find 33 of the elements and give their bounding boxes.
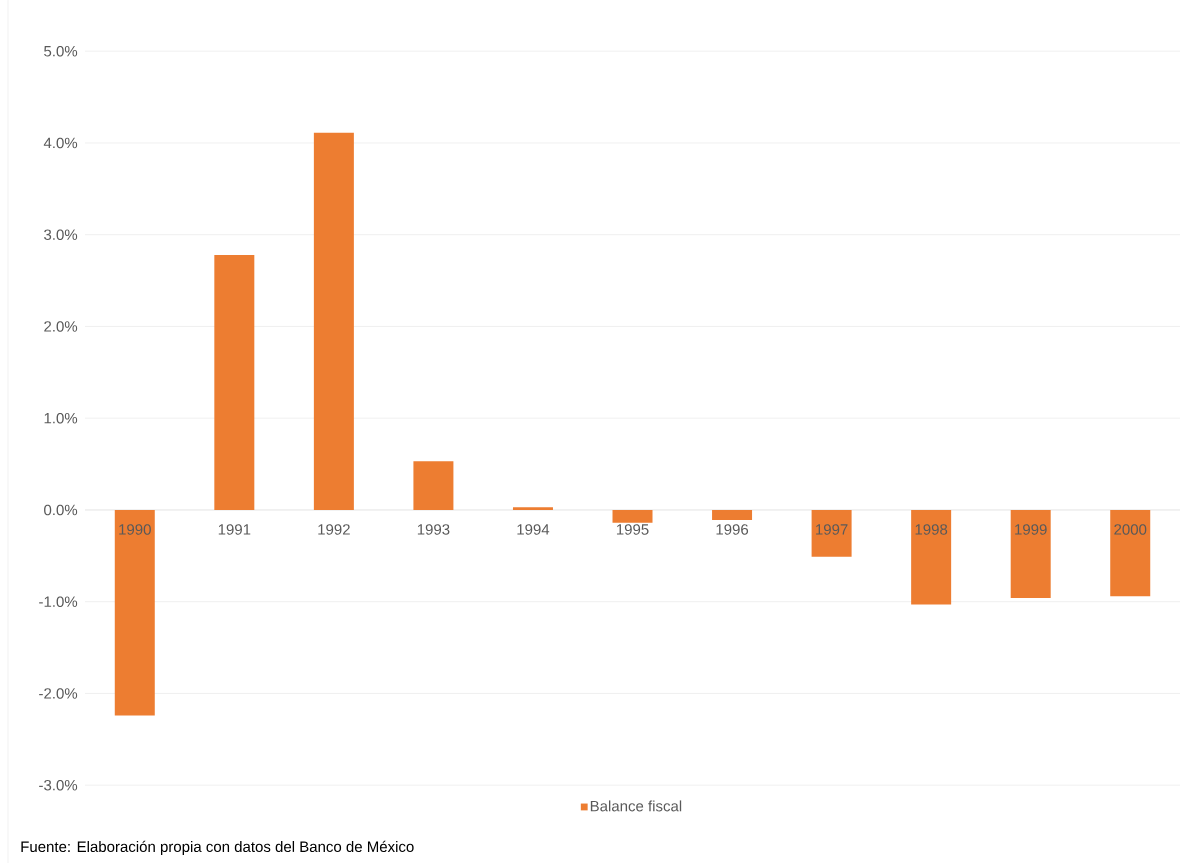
x-tick-label: 1998: [915, 523, 948, 535]
source-note: Fuente: Elaboración propia con datos del Banco de México: [21, 840, 414, 855]
y-tick-label: 1.0%: [44, 412, 78, 424]
y-tick-label: -1.0%: [39, 596, 78, 607]
bar: [811, 509, 852, 557]
bar: [1110, 509, 1151, 596]
bar: [214, 254, 255, 510]
legend-label: Balance fiscal: [590, 800, 682, 812]
bar: [1010, 509, 1051, 598]
bar: [313, 132, 354, 510]
x-tick-label: 1991: [218, 523, 251, 535]
x-tick-label: 1994: [517, 523, 550, 535]
bar: [911, 509, 952, 605]
y-tick-label: 2.0%: [44, 320, 78, 332]
x-tick-label: 2000: [1114, 523, 1147, 535]
x-tick-label: 1996: [716, 523, 749, 535]
y-tick-label: 4.0%: [43, 137, 78, 149]
x-tick-label: 1993: [417, 523, 450, 535]
x-tick-label: 1990: [119, 523, 151, 535]
y-tick-label: -3.0%: [39, 779, 78, 791]
x-tick-label: 1995: [616, 523, 649, 535]
bar: [612, 509, 653, 523]
y-tick-label: 5.0%: [44, 45, 78, 57]
bar: [114, 509, 155, 716]
x-tick-label: 1999: [1015, 523, 1047, 535]
y-tick-label: -2.0%: [39, 687, 78, 699]
y-tick-label: 0.0%: [44, 504, 78, 516]
y-tick-label: 3.0%: [44, 229, 78, 240]
bar: [712, 509, 753, 520]
bar: [413, 461, 454, 510]
x-tick-label: 1997: [816, 523, 848, 535]
bar: [512, 507, 553, 510]
x-tick-label: 1992: [318, 523, 350, 535]
